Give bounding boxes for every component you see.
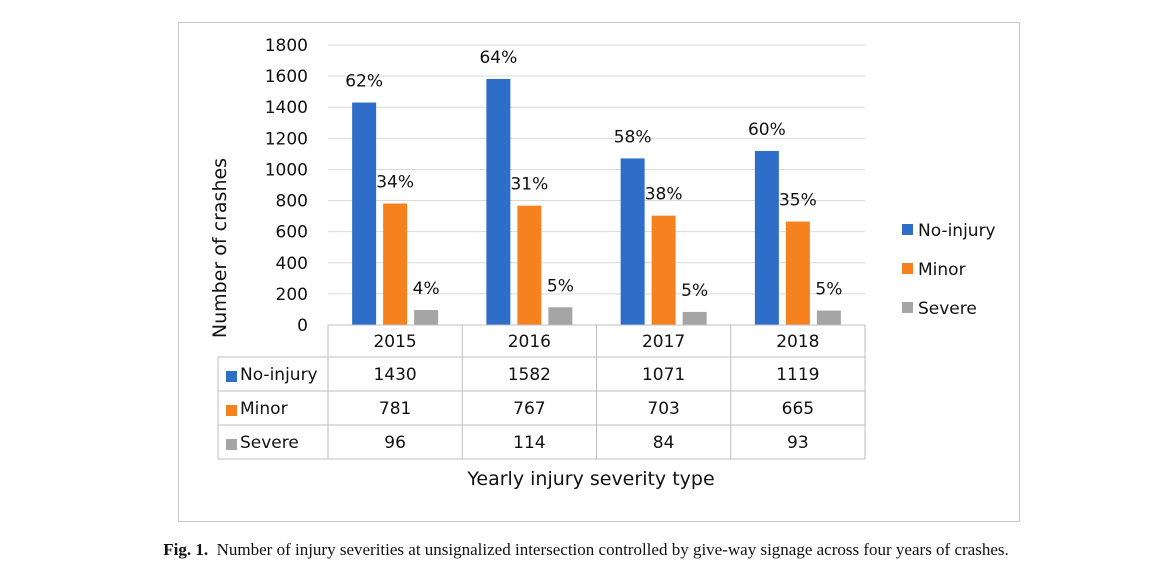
data-label: 60% — [748, 120, 786, 140]
figure-caption: Fig. 1. Number of injury severities at u… — [0, 540, 1172, 560]
bar-severe — [816, 310, 841, 325]
y-axis-ticks: 0 200 400 600 800 1000 1200 1400 1600 1800 — [265, 36, 308, 336]
y-tick-label: 1600 — [265, 67, 308, 87]
data-label: 31% — [510, 175, 548, 195]
table-cell: 84 — [653, 433, 675, 453]
y-tick-label: 200 — [276, 285, 308, 305]
x-tick-label: 2017 — [642, 332, 685, 352]
table-cell: 665 — [782, 399, 814, 419]
data-label: 58% — [614, 127, 652, 147]
table-legend-key — [226, 371, 237, 382]
bar-no-injury — [486, 78, 511, 326]
y-tick-label: 600 — [276, 223, 308, 243]
bar-no-injury — [754, 150, 779, 325]
data-label: 35% — [779, 191, 817, 211]
table-legend-key — [226, 439, 237, 450]
table-cell: 93 — [787, 433, 809, 453]
y-tick-label: 400 — [276, 254, 308, 274]
legend-label: Minor — [918, 260, 966, 280]
table-cell: 781 — [379, 399, 411, 419]
bar-minor — [785, 221, 810, 325]
legend: No-injury Minor Severe — [902, 221, 996, 319]
data-label: 38% — [645, 185, 683, 205]
data-label: 4% — [413, 279, 440, 299]
table-cell: 1071 — [642, 365, 685, 385]
y-tick-label: 1800 — [265, 36, 308, 56]
y-tick-label: 1200 — [265, 129, 308, 149]
caption-label: Fig. 1. — [163, 540, 209, 559]
figure-frame — [178, 22, 1020, 522]
table-cell: 114 — [513, 433, 545, 453]
table-cell: 1119 — [776, 365, 819, 385]
legend-key-minor — [902, 263, 913, 274]
table-row-label: Minor — [240, 399, 288, 419]
bar-severe — [414, 310, 439, 325]
bar-minor — [383, 203, 408, 325]
y-tick-label: 1400 — [265, 98, 308, 118]
legend-key-no-injury — [902, 224, 913, 235]
y-tick-label: 0 — [297, 316, 308, 336]
table-cell: 1582 — [508, 365, 551, 385]
y-tick-label: 1000 — [265, 160, 308, 180]
y-axis-title: Number of crashes — [209, 158, 231, 338]
table-legend-key — [226, 405, 237, 416]
bar-no-injury — [352, 102, 377, 325]
x-tick-label: 2015 — [373, 332, 416, 352]
bar-minor — [517, 205, 542, 325]
data-label: 5% — [547, 276, 574, 296]
x-axis-title: Yearly injury severity type — [466, 468, 714, 490]
bars — [352, 78, 841, 326]
bar-minor — [651, 215, 676, 325]
legend-label: No-injury — [918, 221, 996, 241]
data-label: 5% — [815, 280, 842, 300]
table-row-label: No-injury — [240, 365, 318, 385]
table-cell: 1430 — [373, 365, 416, 385]
caption-text: Number of injury severities at unsignali… — [216, 540, 1009, 559]
data-label: 34% — [376, 173, 414, 193]
data-table: 2015 2016 2017 2018 No-injury 1430 1582 1071 111… — [217, 324, 866, 460]
legend-key-severe — [902, 302, 913, 313]
x-tick-label: 2018 — [776, 332, 819, 352]
bar-severe — [682, 311, 707, 325]
data-label: 64% — [479, 48, 517, 68]
x-tick-label: 2016 — [508, 332, 551, 352]
bar-no-injury — [620, 158, 645, 325]
data-label: 62% — [345, 72, 383, 92]
table-cell: 767 — [513, 399, 545, 419]
bar-severe — [548, 307, 573, 325]
table-cell: 703 — [647, 399, 679, 419]
legend-label: Severe — [918, 299, 977, 319]
table-cell: 96 — [384, 433, 406, 453]
data-label: 5% — [681, 281, 708, 301]
table-row-label: Severe — [240, 433, 299, 453]
data-labels: 62% 64% 58% 60% 34% 31% 38% 35% 4% 5% 5% 5% — [345, 48, 842, 301]
y-tick-label: 800 — [276, 192, 308, 212]
